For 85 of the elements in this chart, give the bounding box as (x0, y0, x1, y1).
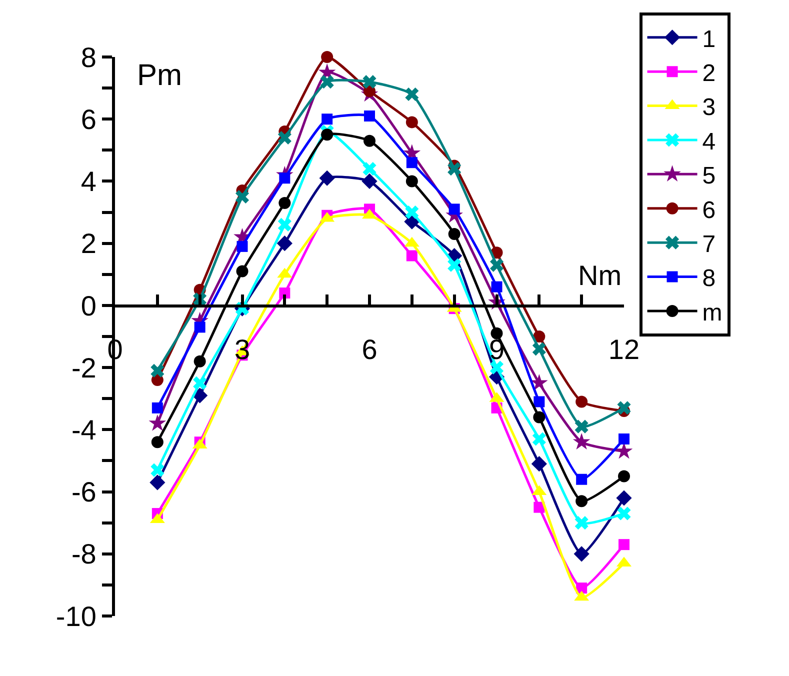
y-tick-label: -6 (71, 476, 96, 508)
point (574, 420, 588, 434)
point (532, 342, 546, 356)
x-tick-label: 12 (608, 334, 640, 366)
point (278, 196, 291, 209)
point (616, 490, 632, 506)
point (617, 506, 631, 520)
point (364, 134, 376, 147)
legend-label: 1 (702, 26, 716, 53)
x-axis-title: Nm (578, 260, 622, 291)
point (405, 87, 419, 102)
point (194, 322, 206, 333)
point (406, 116, 418, 128)
legend-label: 4 (702, 128, 716, 156)
point (618, 539, 630, 550)
point (322, 114, 333, 125)
point (576, 495, 588, 508)
legend-label: 8 (702, 265, 716, 292)
point (364, 110, 375, 122)
point (534, 502, 545, 513)
point (615, 442, 633, 459)
point (406, 157, 418, 168)
point (150, 364, 164, 378)
point (276, 236, 292, 252)
point (534, 396, 545, 408)
legend-label: m (702, 299, 722, 326)
point (490, 258, 504, 272)
point (148, 414, 166, 431)
point (530, 374, 548, 390)
point (405, 206, 419, 220)
point (278, 130, 292, 145)
point (533, 411, 546, 424)
point (236, 265, 248, 278)
point (235, 190, 250, 204)
legend-label: 2 (702, 60, 716, 87)
point (448, 258, 462, 272)
point (448, 162, 462, 176)
legend-label: 5 (702, 162, 716, 190)
point (576, 396, 588, 408)
point (531, 456, 547, 472)
point (406, 175, 418, 188)
legend-label: 7 (702, 230, 716, 258)
y-axis-title: Pm (137, 59, 182, 92)
y-tick-label: 6 (80, 104, 96, 135)
point (533, 330, 546, 342)
point (362, 75, 376, 89)
point (193, 376, 207, 390)
y-tick-label: 0 (80, 290, 96, 322)
point (406, 250, 418, 262)
point (491, 281, 502, 292)
point (532, 432, 546, 446)
point (279, 288, 290, 299)
point (320, 75, 334, 89)
legend-label: 3 (702, 94, 716, 122)
point (319, 170, 335, 186)
point (618, 433, 630, 444)
point (236, 240, 248, 252)
point (576, 474, 588, 485)
point (617, 401, 631, 415)
point (278, 218, 292, 232)
point (574, 516, 588, 530)
y-tick-label: -8 (71, 538, 96, 570)
point (574, 546, 590, 562)
point (448, 228, 460, 240)
point (362, 162, 376, 176)
point (618, 470, 630, 482)
point (150, 463, 164, 477)
point (321, 51, 334, 63)
point (194, 355, 206, 368)
point (448, 204, 460, 215)
legend-label: 6 (702, 196, 716, 224)
y-tick-label: -2 (71, 352, 96, 384)
point (279, 172, 290, 184)
y-tick-label: 8 (80, 42, 96, 73)
x-tick-label: 6 (362, 334, 378, 366)
point (150, 474, 166, 490)
point (152, 402, 163, 414)
point (151, 436, 164, 448)
y-tick-label: -10 (56, 600, 96, 632)
point (362, 173, 378, 190)
y-tick-label: 2 (80, 228, 96, 260)
y-tick-label: -4 (71, 414, 96, 446)
y-tick-label: 4 (80, 166, 96, 198)
point (321, 128, 334, 141)
point (572, 432, 590, 450)
